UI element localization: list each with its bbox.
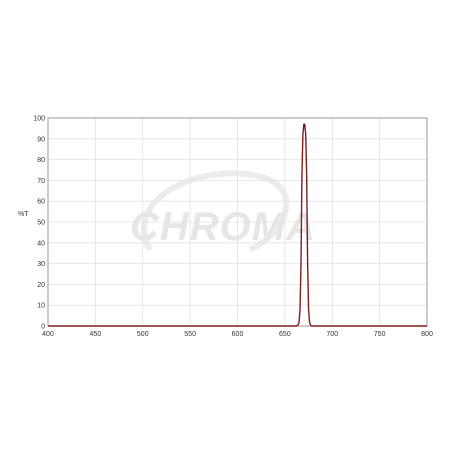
series-layer xyxy=(48,123,427,327)
y-axis: 0 10 20 30 40 50 60 70 80 90 100 xyxy=(33,116,45,331)
y-tick-label: 50 xyxy=(37,220,45,227)
x-tick-label: 500 xyxy=(137,331,149,338)
watermark-text: CHROMA xyxy=(130,205,316,249)
watermark-swoosh xyxy=(141,170,290,253)
chroma-watermark: CHROMA xyxy=(130,170,316,253)
y-tick-label: 30 xyxy=(37,261,45,268)
x-tick-label: 750 xyxy=(374,331,386,338)
y-tick-label: 40 xyxy=(37,240,45,247)
y-tick-label: 60 xyxy=(37,199,45,206)
y-tick-label: 70 xyxy=(37,178,45,185)
x-axis: 400 450 500 550 600 650 700 750 800 xyxy=(42,331,433,338)
y-tick-label: 20 xyxy=(37,282,45,289)
x-tick-label: 400 xyxy=(42,331,54,338)
x-tick-label: 450 xyxy=(90,331,102,338)
x-tick-label: 600 xyxy=(232,331,244,338)
x-tick-label: 550 xyxy=(184,331,196,338)
y-tick-label: 0 xyxy=(41,324,45,331)
y-tick-label: 10 xyxy=(37,303,45,310)
x-tick-label: 800 xyxy=(421,331,433,338)
y-tick-label: 80 xyxy=(37,157,45,164)
series-line xyxy=(48,123,427,327)
grid xyxy=(47,117,428,327)
y-axis-label: %T xyxy=(18,211,29,218)
x-tick-label: 700 xyxy=(326,331,338,338)
y-tick-label: 90 xyxy=(37,136,45,143)
y-tick-label: 100 xyxy=(33,116,45,123)
x-tick-label: 650 xyxy=(279,331,291,338)
